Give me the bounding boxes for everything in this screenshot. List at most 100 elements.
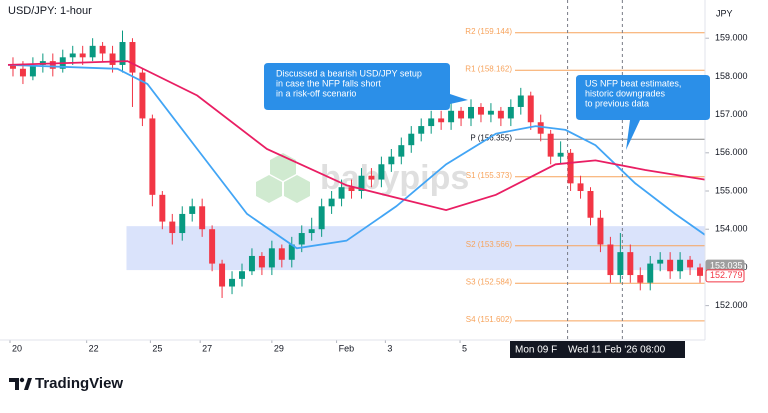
candle-body [229, 278, 236, 287]
pivot-label: S3 (152.584) [466, 277, 513, 286]
candle-body [179, 213, 186, 234]
pivot-label: R1 (158.162) [465, 64, 512, 73]
candle-body [139, 72, 146, 119]
candle-body [527, 95, 534, 123]
candle-body [298, 233, 305, 245]
annotation-text: historic downgrades [585, 88, 666, 98]
candle-body [219, 263, 226, 287]
y-tick-label: 159.000 [715, 33, 748, 43]
x-tick-label: 22 [89, 343, 99, 353]
candle-body [308, 229, 315, 234]
candle-body [49, 61, 56, 69]
candle-body [477, 106, 484, 115]
candle-body [577, 183, 584, 192]
candle-body [587, 191, 594, 218]
candle-body [617, 252, 624, 276]
candle-body [368, 175, 375, 180]
candle-body [408, 133, 415, 146]
y-tick-label: 158.000 [715, 71, 748, 81]
candle-body [169, 221, 176, 234]
candle-body [328, 198, 335, 207]
callout-box [576, 75, 710, 150]
candle-body [149, 118, 156, 195]
price-tag-label: 152.779 [710, 270, 743, 280]
candle-body [497, 110, 504, 119]
candle-body [268, 248, 275, 268]
crosshair-tag [563, 341, 685, 358]
candle-body [398, 145, 405, 157]
tradingview-logo: TradingView [9, 375, 123, 392]
candle-body [517, 95, 524, 107]
candle-body [288, 244, 295, 260]
y-tick-label: 152.000 [715, 300, 748, 310]
candle-body [119, 42, 126, 65]
callout-box [264, 63, 468, 110]
y-tick-label: 156.000 [715, 147, 748, 157]
candle-body [537, 122, 544, 134]
y-tick-label: 157.000 [715, 109, 748, 119]
x-tick-label: Feb [339, 343, 355, 353]
candle-body [109, 53, 116, 65]
candle-body [199, 206, 206, 230]
candle-body [438, 118, 445, 123]
candle-body [79, 53, 86, 58]
candle-body [557, 152, 564, 157]
chart-title: USD/JPY: 1-hour [8, 5, 92, 17]
crosshair-label: Mon 09 F [515, 345, 557, 356]
footer-brand: TradingView [35, 375, 123, 392]
candle-body [258, 255, 265, 268]
candle-body [677, 259, 684, 272]
candle-body [89, 45, 96, 58]
annotation-text: in a risk-off scenario [276, 88, 356, 98]
candle-body [448, 110, 455, 123]
x-tick-label: 20 [12, 343, 22, 353]
candle-body [597, 217, 604, 245]
candle-body [687, 259, 694, 268]
candle-body [338, 187, 345, 199]
candle-body [507, 106, 514, 119]
candle-body [318, 206, 325, 230]
candle-body [487, 110, 494, 115]
candle-body [248, 255, 255, 272]
pivot-label: S2 (153.566) [466, 240, 513, 249]
annotation-text: to previous data [585, 98, 649, 108]
x-tick-label: 25 [152, 343, 162, 353]
candle-body [9, 64, 16, 69]
annotation-text: in case the NFP falls short [276, 78, 381, 88]
crosshair-tag [510, 341, 565, 358]
candle-body [378, 164, 385, 180]
candle-body [348, 187, 355, 192]
candle-body [69, 53, 76, 58]
candle-body [388, 156, 395, 165]
x-tick-label: 27 [202, 343, 212, 353]
candle-body [428, 118, 435, 127]
candle-body [418, 126, 425, 134]
candle-body [358, 175, 365, 192]
candle-body [239, 271, 245, 279]
x-tick-label: 29 [274, 343, 284, 353]
y-tick-label: 154.000 [715, 224, 748, 234]
candle-body [29, 64, 36, 77]
pivot-label: R2 (159.144) [465, 27, 512, 36]
candle-body [657, 259, 664, 264]
candle-body [637, 275, 644, 283]
x-tick-label: 3 [387, 343, 392, 353]
candle-body [458, 110, 465, 119]
annotation-text: US NFP beat estimates, [585, 78, 681, 88]
price-tag-label: 153.035 [710, 260, 743, 270]
candle-body [99, 45, 106, 54]
candle-body [19, 68, 26, 77]
candle-body [129, 42, 136, 73]
candle-body [209, 229, 216, 264]
candle-body [159, 194, 166, 222]
candle-body [547, 133, 554, 157]
candle-body [567, 152, 574, 184]
price-tag [705, 269, 745, 283]
x-tick-label: 5 [462, 343, 467, 353]
candle-body [627, 252, 634, 276]
annotation-text: Discussed a bearish USD/JPY setup [276, 68, 422, 78]
moving-average [7, 60, 706, 212]
